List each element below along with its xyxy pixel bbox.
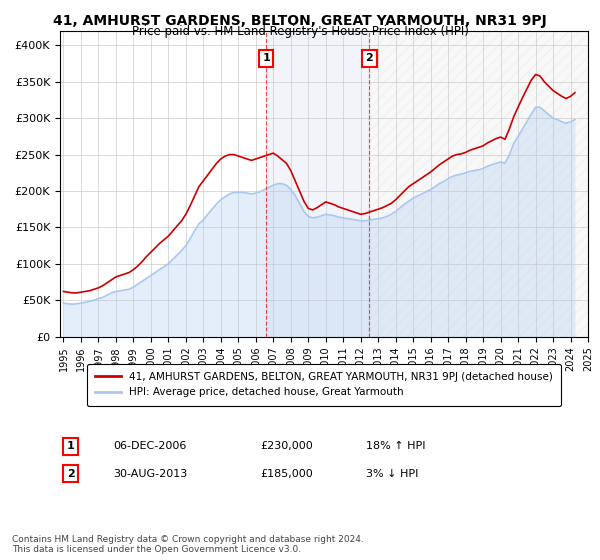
Text: 41, AMHURST GARDENS, BELTON, GREAT YARMOUTH, NR31 9PJ: 41, AMHURST GARDENS, BELTON, GREAT YARMO… — [53, 14, 547, 28]
Text: Price paid vs. HM Land Registry's House Price Index (HPI): Price paid vs. HM Land Registry's House … — [131, 25, 469, 38]
Text: 18% ↑ HPI: 18% ↑ HPI — [366, 441, 426, 451]
Text: 06-DEC-2006: 06-DEC-2006 — [113, 441, 186, 451]
Text: 2: 2 — [365, 53, 373, 63]
Text: 30-AUG-2013: 30-AUG-2013 — [113, 469, 187, 479]
Text: 1: 1 — [262, 53, 270, 63]
Text: 1: 1 — [67, 441, 74, 451]
Text: £185,000: £185,000 — [260, 469, 313, 479]
Bar — [266, 31, 370, 337]
Text: £230,000: £230,000 — [260, 441, 313, 451]
Text: 2: 2 — [67, 469, 74, 479]
Text: 3% ↓ HPI: 3% ↓ HPI — [366, 469, 419, 479]
Text: Contains HM Land Registry data © Crown copyright and database right 2024.
This d: Contains HM Land Registry data © Crown c… — [12, 535, 364, 554]
Bar — [370, 31, 597, 337]
Legend: 41, AMHURST GARDENS, BELTON, GREAT YARMOUTH, NR31 9PJ (detached house), HPI: Ave: 41, AMHURST GARDENS, BELTON, GREAT YARMO… — [86, 364, 562, 405]
